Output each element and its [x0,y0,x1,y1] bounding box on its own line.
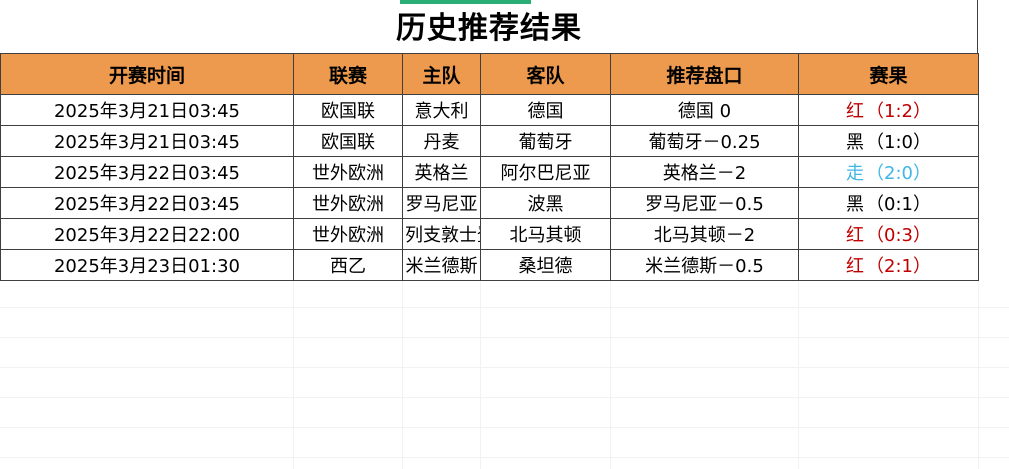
cell-home[interactable]: 意大利 [402,94,481,126]
grid-row-line [0,457,1009,458]
history-recommendation-table: 开赛时间 联赛 主队 客队 推荐盘口 赛果 2025年3月21日03:45 欧国联… [0,53,979,281]
result-badge: 红（1:2） [846,97,931,123]
result-mark: 黑 [846,194,865,215]
cell-league[interactable]: 欧国联 [293,94,403,126]
cell-away[interactable]: 德国 [480,94,611,126]
selection-marker [400,0,531,4]
table-row[interactable]: 2025年3月22日03:45 世外欧洲 英格兰 阿尔巴尼亚 英格兰－2 走（2:0） [0,156,979,188]
result-badge: 走（2:0） [846,159,931,185]
cell-time[interactable]: 2025年3月23日01:30 [0,249,294,281]
cell-time[interactable]: 2025年3月21日03:45 [0,94,294,126]
cell-result[interactable]: 红（0:3） [798,218,979,250]
cell-time[interactable]: 2025年3月22日03:45 [0,187,294,219]
result-mark: 红 [846,256,865,277]
table-row[interactable]: 2025年3月23日01:30 西乙 米兰德斯 桑坦德 米兰德斯－0.5 红（2:1） [0,249,979,281]
cell-home[interactable]: 罗马尼亚 [402,187,481,219]
cell-result[interactable]: 红（1:2） [798,94,979,126]
cell-league[interactable]: 世外欧洲 [293,156,403,188]
result-score: （0:3） [866,225,931,246]
grid-row-line [0,427,1009,428]
grid-column-line [402,277,403,469]
result-badge: 黑（0:1） [846,190,931,216]
cell-result[interactable]: 黑（1:0） [798,125,979,157]
cell-home[interactable]: 英格兰 [402,156,481,188]
result-badge: 红（2:1） [846,252,931,278]
grid-column-line [293,277,294,469]
result-mark: 黑 [846,132,865,153]
grid-column-line [480,277,481,469]
cell-home[interactable]: 丹麦 [402,125,481,157]
table-row[interactable]: 2025年3月21日03:45 欧国联 意大利 德国 德国 0 红（1:2） [0,94,979,126]
cell-away[interactable]: 波黑 [480,187,611,219]
cell-line[interactable]: 葡萄牙－0.25 [610,125,799,157]
cell-league[interactable]: 西乙 [293,249,403,281]
column-header-time[interactable]: 开赛时间 [0,53,294,95]
cell-away[interactable]: 阿尔巴尼亚 [480,156,611,188]
cell-away[interactable]: 桑坦德 [480,249,611,281]
cell-home[interactable]: 列支敦士登 [402,218,481,250]
table-row[interactable]: 2025年3月21日03:45 欧国联 丹麦 葡萄牙 葡萄牙－0.25 黑（1:0） [0,125,979,157]
cell-home[interactable]: 米兰德斯 [402,249,481,281]
result-mark: 走 [846,163,865,184]
result-badge: 黑（1:0） [846,128,931,154]
cell-result[interactable]: 黑（0:1） [798,187,979,219]
cell-time[interactable]: 2025年3月22日22:00 [0,218,294,250]
result-badge: 红（0:3） [846,221,931,247]
column-header-league[interactable]: 联赛 [293,53,403,95]
result-score: （2:0） [866,163,931,184]
result-mark: 红 [846,225,865,246]
cell-result[interactable]: 走（2:0） [798,156,979,188]
sheet-title-band[interactable]: 历史推荐结果 [0,4,978,53]
result-score: （1:2） [866,101,931,122]
column-header-home[interactable]: 主队 [402,53,481,95]
cell-result[interactable]: 红（2:1） [798,249,979,281]
table-row[interactable]: 2025年3月22日22:00世外欧洲列支敦士登北马其顿北马其顿－2 红（0:3） [0,218,979,250]
column-header-away[interactable]: 客队 [480,53,611,95]
grid-row-line [0,337,1009,338]
cell-line[interactable]: 罗马尼亚－0.5 [610,187,799,219]
result-score: （0:1） [866,194,931,215]
table-header-row: 开赛时间 联赛 主队 客队 推荐盘口 赛果 [0,53,979,95]
result-score: （2:1） [866,256,931,277]
column-header-line[interactable]: 推荐盘口 [610,53,799,95]
grid-column-line [978,277,979,469]
cell-line[interactable]: 英格兰－2 [610,156,799,188]
grid-row-line [0,397,1009,398]
cell-time[interactable]: 2025年3月22日03:45 [0,156,294,188]
result-score: （1:0） [866,132,931,153]
cell-line[interactable]: 德国 0 [610,94,799,126]
cell-away[interactable]: 葡萄牙 [480,125,611,157]
column-header-result[interactable]: 赛果 [798,53,979,95]
cell-line[interactable]: 北马其顿－2 [610,218,799,250]
cell-league[interactable]: 世外欧洲 [293,187,403,219]
table-row[interactable]: 2025年3月22日03:45 世外欧洲 罗马尼亚 波黑 罗马尼亚－0.5 黑（0:1） [0,187,979,219]
far-right-empty-column [978,53,1009,277]
cell-league[interactable]: 欧国联 [293,125,403,157]
result-mark: 红 [846,101,865,122]
grid-column-line [610,277,611,469]
cell-time[interactable]: 2025年3月21日03:45 [0,125,294,157]
cell-away[interactable]: 北马其顿 [480,218,611,250]
page-title: 历史推荐结果 [396,10,582,46]
grid-column-line [798,277,799,469]
cell-league[interactable]: 世外欧洲 [293,218,403,250]
grid-row-line [0,307,1009,308]
cell-line[interactable]: 米兰德斯－0.5 [610,249,799,281]
table-body: 2025年3月21日03:45 欧国联 意大利 德国 德国 0 红（1:2） 2025年3月… [0,94,979,281]
grid-row-line [0,367,1009,368]
